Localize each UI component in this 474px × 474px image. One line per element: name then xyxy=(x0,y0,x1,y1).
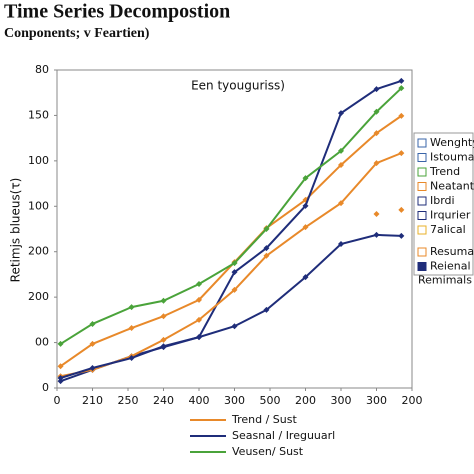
side-legend-label: 7alical xyxy=(430,223,466,236)
point-marker xyxy=(338,110,344,117)
side-legend-swatch xyxy=(417,196,427,206)
side-legend-swatch xyxy=(417,167,427,177)
legend-label: Veusen/ Sust xyxy=(232,445,304,458)
point-marker xyxy=(373,160,380,167)
point-marker xyxy=(128,355,135,362)
side-legend-swatch xyxy=(417,153,427,162)
point-marker xyxy=(231,286,238,293)
point-marker xyxy=(89,320,96,327)
point-marker xyxy=(196,280,202,287)
point-marker xyxy=(373,130,380,137)
point-marker xyxy=(398,77,405,84)
side-legend-label: Istoumal xyxy=(430,151,474,164)
y-tick-label: 100 xyxy=(28,199,49,212)
point-marker xyxy=(398,206,405,213)
side-legend-swatch xyxy=(417,138,427,148)
point-marker xyxy=(57,378,64,385)
side-legend-swatch xyxy=(417,225,427,235)
x-tick-label: 200 xyxy=(402,394,423,407)
point-marker xyxy=(128,304,135,311)
legend-label: Seasnal / Ireguuarl xyxy=(232,429,335,442)
side-legend-label: Reienal Remimals xyxy=(418,260,472,287)
x-tick-label: 300 xyxy=(224,394,245,407)
x-tick-label: 240 xyxy=(153,394,174,407)
point-marker xyxy=(302,175,309,182)
point-marker xyxy=(263,226,270,232)
point-marker xyxy=(373,86,380,93)
point-marker xyxy=(398,232,405,239)
x-tick-label: 300 xyxy=(331,394,352,407)
x-tick-label: 400 xyxy=(189,394,210,407)
series-line xyxy=(60,87,403,345)
point-marker xyxy=(231,269,238,276)
point-marker xyxy=(263,245,270,252)
point-marker xyxy=(338,200,344,207)
point-marker xyxy=(160,336,167,343)
point-marker xyxy=(263,306,270,313)
y-tick-label: 150 xyxy=(28,108,49,121)
y-tick-label: 200 xyxy=(28,290,49,303)
annotation: Een tyouguriss) xyxy=(191,79,285,93)
point-marker xyxy=(160,343,167,350)
x-tick-label: 0 xyxy=(54,394,61,407)
x-tick-label: 210 xyxy=(82,394,103,407)
y-tick-label: 200 xyxy=(28,245,49,258)
y-tick-label: 00 xyxy=(35,336,49,349)
point-marker xyxy=(231,260,238,267)
x-tick-label: 250 xyxy=(118,394,139,407)
point-marker xyxy=(196,334,202,341)
x-tick-label: 200 xyxy=(295,394,316,407)
point-marker xyxy=(302,274,309,281)
side-legend-label: Trend xyxy=(429,165,460,178)
point-marker xyxy=(89,340,96,347)
point-marker xyxy=(160,297,167,304)
side-legend-swatch xyxy=(417,211,427,220)
point-marker xyxy=(128,325,135,332)
x-tick-label: 500 xyxy=(260,394,281,407)
point-marker xyxy=(89,365,96,372)
x-tick-label: 300 xyxy=(366,394,387,407)
point-marker xyxy=(302,202,309,209)
chart-subtitle: Conponents; v Feartien) xyxy=(4,26,150,41)
point-marker xyxy=(57,375,64,382)
y-tick-label: 80 xyxy=(35,63,49,76)
point-marker xyxy=(231,323,238,330)
point-marker xyxy=(398,150,405,157)
side-legend-swatch xyxy=(417,182,427,191)
point-marker xyxy=(338,161,344,168)
point-marker xyxy=(196,296,202,303)
point-marker xyxy=(57,340,64,347)
point-marker xyxy=(57,363,64,370)
point-marker xyxy=(196,316,202,323)
side-legend-swatch xyxy=(417,247,427,257)
side-legend-label: Irqurier xyxy=(430,209,471,222)
side-legend-label: Neatantly xyxy=(430,180,474,193)
legend-label: Trend / Sust xyxy=(231,413,297,426)
point-marker xyxy=(373,231,380,238)
side-legend-swatch xyxy=(417,262,427,271)
point-marker xyxy=(398,85,405,92)
side-legend-label: Ibrdi xyxy=(430,194,455,207)
point-marker xyxy=(373,211,380,218)
point-marker xyxy=(263,252,270,259)
side-legend-label: Resumal xyxy=(430,245,474,258)
point-marker xyxy=(373,108,380,115)
plot-frame xyxy=(56,69,413,389)
point-marker xyxy=(398,112,405,119)
point-marker xyxy=(160,313,167,320)
y-axis-label: Retimjs blueus(τ) xyxy=(9,178,23,283)
series-line xyxy=(60,233,402,379)
point-marker xyxy=(338,240,344,247)
point-marker xyxy=(302,224,309,231)
y-tick-label: 100 xyxy=(28,154,49,167)
side-legend-label: Wenghtyo xyxy=(430,136,474,149)
point-marker xyxy=(338,147,344,154)
chart-title: Time Series Decompostion xyxy=(4,1,230,23)
y-tick-label: 0 xyxy=(42,381,49,394)
